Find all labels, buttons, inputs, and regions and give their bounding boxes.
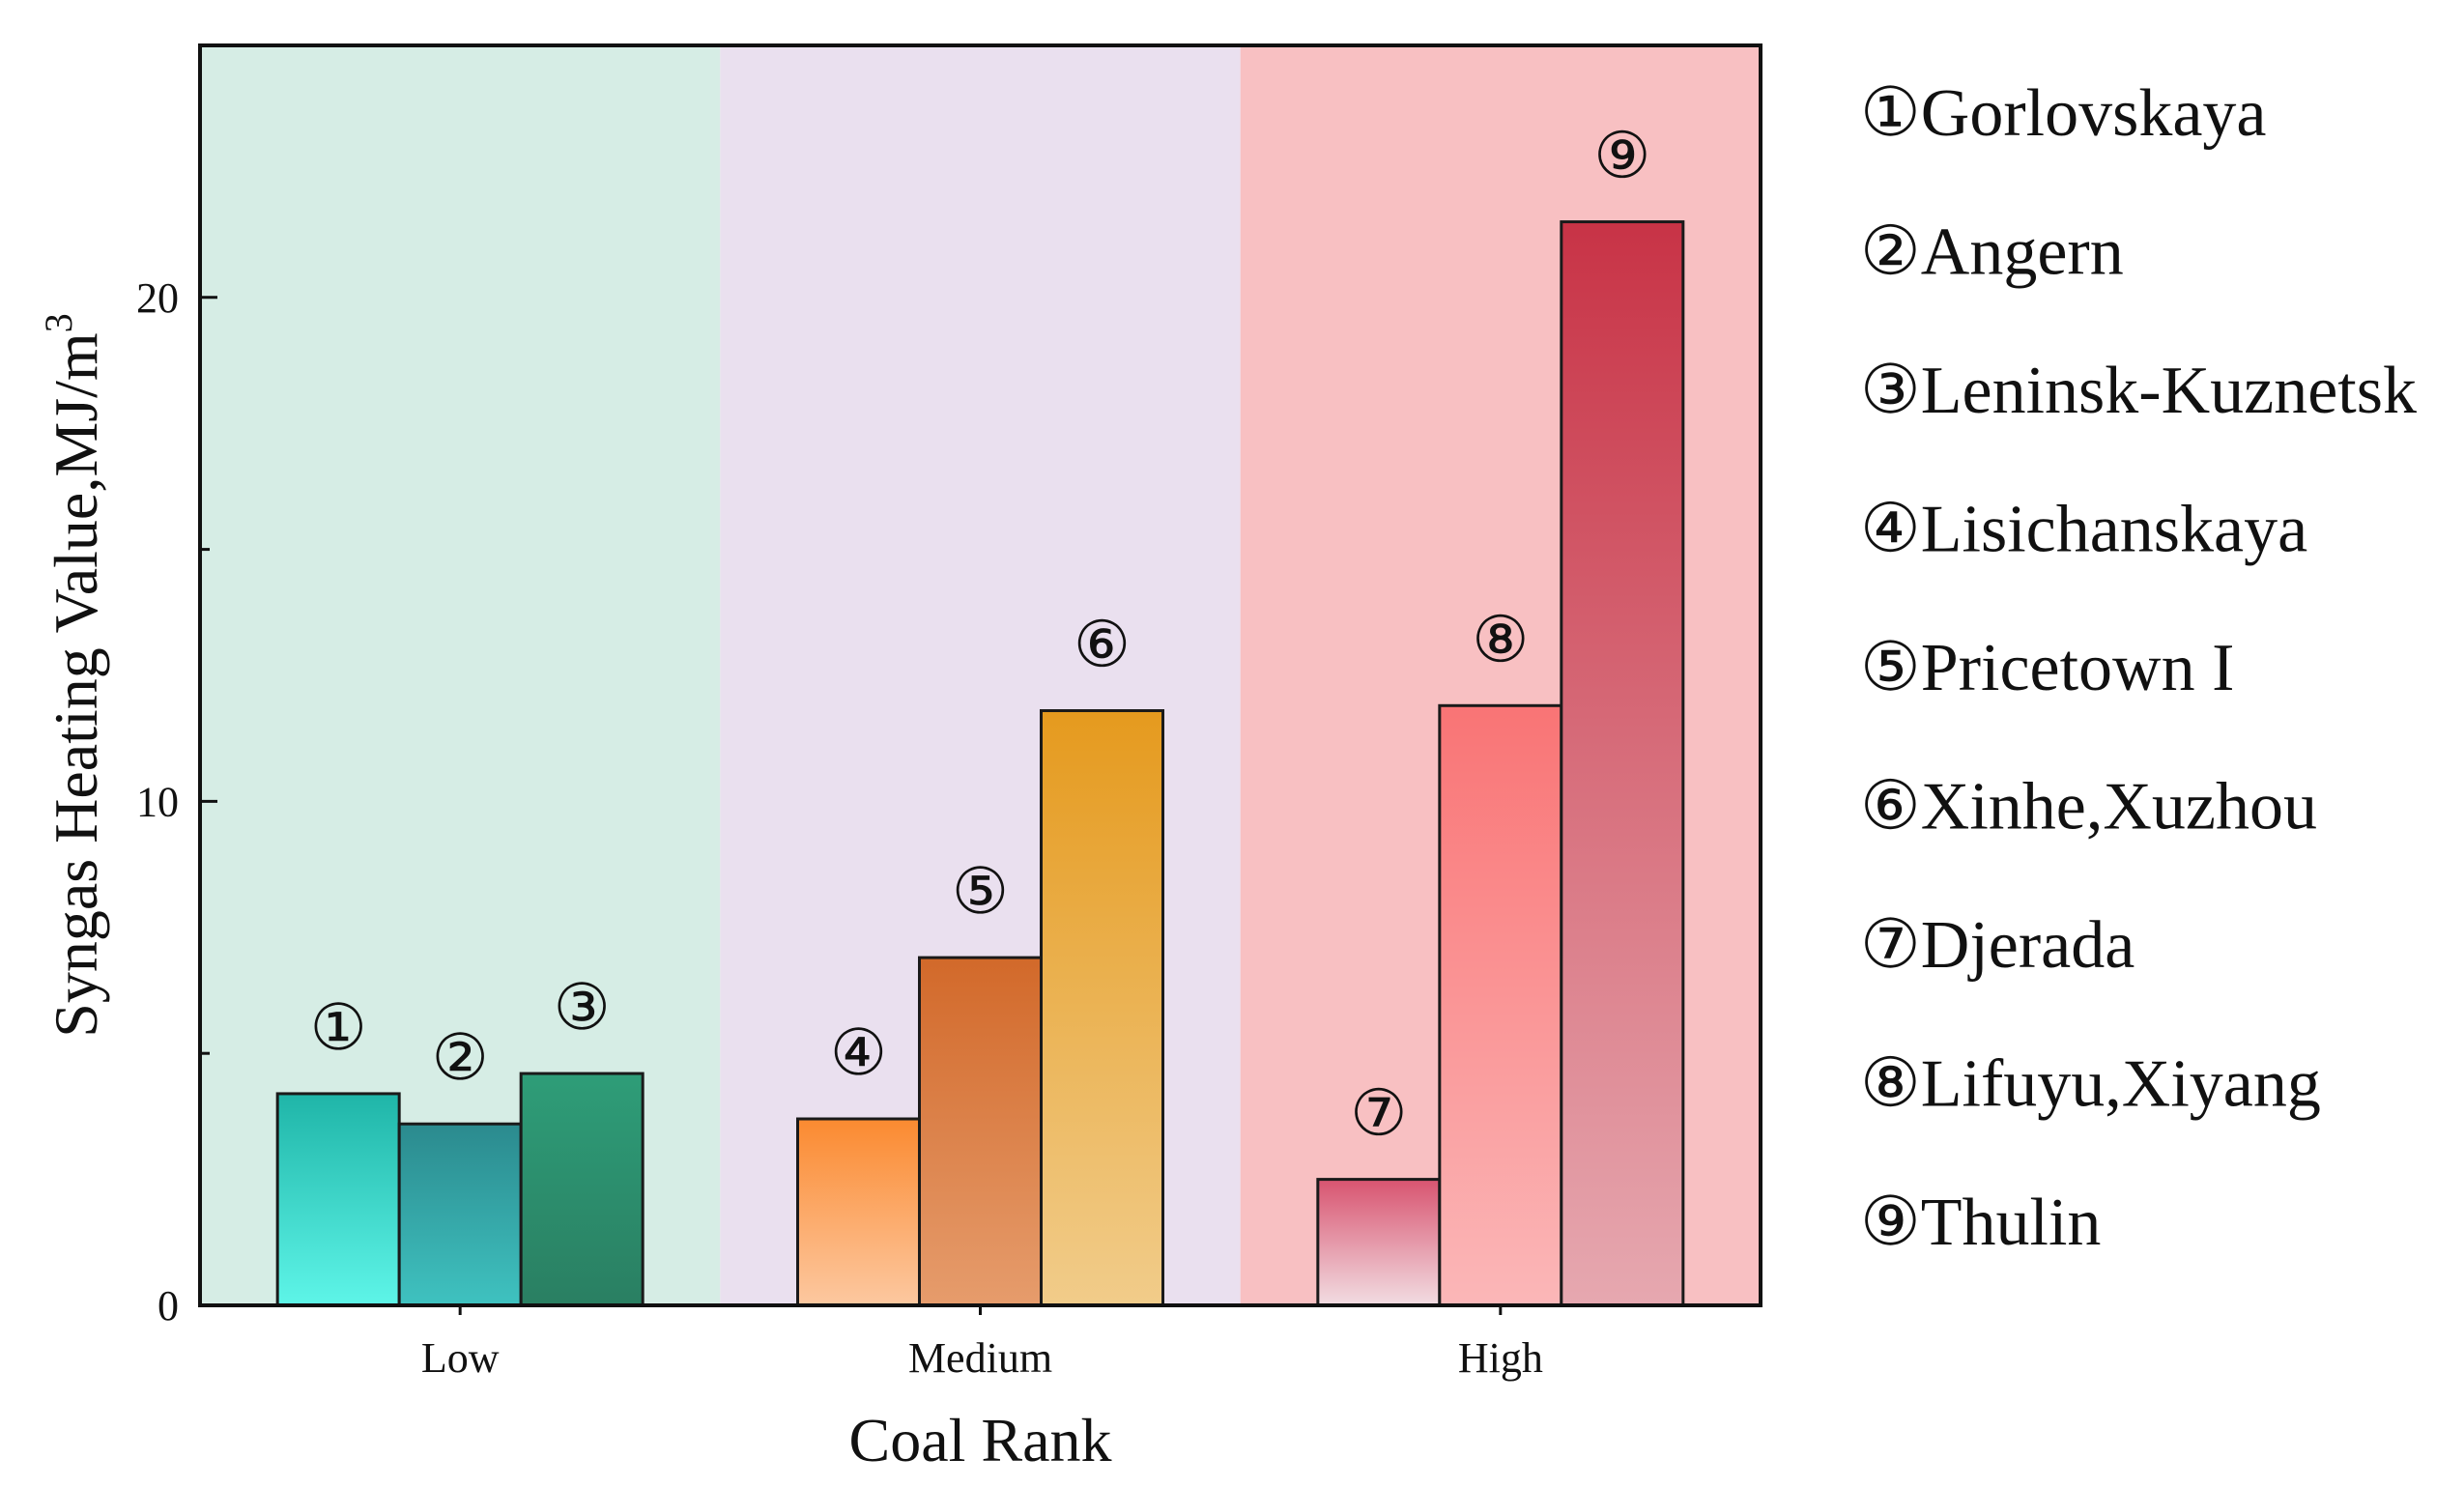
legend-label: Lifuyu,Xiyang [1921,1047,2321,1122]
bar-marker-label: ① [310,993,367,1064]
bar-angern [397,1122,523,1307]
x-tick-label: Low [421,1334,500,1382]
legend-entry: ⑧Lifuyu,Xiyang [1860,1047,2321,1122]
legend-entry: ⑤Pricetown I [1860,631,2234,705]
legend-marker: ⑦ [1860,908,1921,983]
legend-marker: ⑤ [1860,631,1921,705]
bar-marker-label: ⑤ [952,857,1009,928]
x-tick-label: High [1458,1334,1543,1382]
legend-marker: ⑧ [1860,1047,1921,1122]
legend-entry: ⑦Djerada [1860,908,2135,983]
legend-label: Xinhe,Xuzhou [1921,770,2317,844]
legend-marker: ③ [1860,354,1921,428]
bar-lifuyu-xiyang [1438,703,1563,1307]
legend-marker: ⑥ [1860,770,1921,844]
bar-marker-label: ⑥ [1074,611,1131,681]
bar-marker-label: ④ [830,1018,887,1089]
bar-djerada [1316,1178,1442,1307]
bar-lisichanskaya [796,1117,921,1307]
axes: Low Medium High 0 10 20 [136,274,1543,1382]
y-axis-title: Syngas Heating Value,MJ/m3 [37,313,110,1037]
bar-xinhe-xuzhou [1040,709,1164,1307]
bars [275,220,1685,1307]
legend-entry: ⑥Xinhe,Xuzhou [1860,770,2317,844]
bar-markers: ① ②③ ④ ⑤ ⑥ ⑦ ⑧ ⑨ [310,122,1651,1150]
bar-marker-label: ② [432,1023,489,1094]
legend-label: Lisichanskaya [1921,493,2307,567]
legend-entry: ③Leninsk-Kuznetsk [1860,354,2417,428]
legend-marker: ⑨ [1860,1186,1921,1260]
bar-marker-label: ⑧ [1472,605,1529,675]
bar-gorlovskaya [275,1092,401,1307]
bar-thulin [1560,220,1685,1307]
y-tick-label: 0 [158,1282,179,1330]
legend-marker: ① [1860,76,1921,151]
x-tick-label: Medium [908,1334,1052,1382]
legend-label: Leninsk-Kuznetsk [1921,354,2417,428]
bar-marker-label: ③ [554,973,611,1044]
y-tick-label: 20 [136,274,179,322]
x-axis-title: Coal Rank [849,1406,1112,1474]
legend-entry: ②Angern [1860,215,2124,290]
legend-marker: ② [1860,215,1921,290]
bar-pricetown-i [918,956,1043,1307]
legend-label: Djerada [1921,908,2135,983]
bar-leninsk-kuznetsk [519,1072,645,1307]
legend-entry: ④Lisichanskaya [1860,493,2307,567]
legend-entry: ⑨Thulin [1860,1186,2101,1260]
y-tick-label: 10 [136,778,179,825]
legend-label: Angern [1921,215,2124,290]
bar-marker-label: ⑦ [1350,1079,1407,1150]
legend-label: Pricetown I [1921,631,2235,705]
legend-entry: ①Gorlovskaya [1860,76,2266,151]
legend: ①Gorlovskaya②Angern③Leninsk-Kuznetsk④Lis… [1860,76,2417,1260]
bar-marker-label: ⑨ [1593,122,1650,192]
legend-label: Gorlovskaya [1921,76,2267,151]
y-axis-title-text: Syngas Heating Value,MJ/m [42,332,110,1037]
y-axis-title-superscript: 3 [37,313,80,332]
legend-label: Thulin [1921,1186,2102,1260]
legend-marker: ④ [1860,493,1921,567]
